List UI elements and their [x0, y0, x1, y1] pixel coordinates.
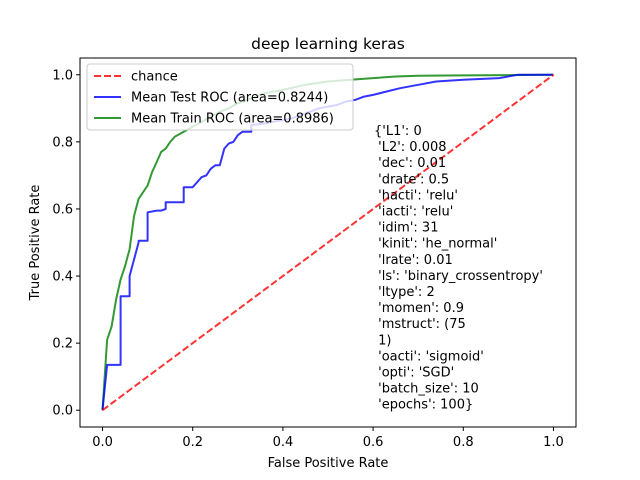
legend-box — [86, 63, 354, 131]
y-tick-label: 0.0 — [52, 404, 73, 419]
annotation-line: 'lrate': 0.01 — [374, 253, 453, 268]
x-tick-label: 1.0 — [543, 435, 564, 450]
x-tick-label: 0.4 — [273, 435, 294, 450]
annotation-line: 'kinit': 'he_normal' — [374, 237, 497, 252]
x-axis-label: False Positive Rate — [268, 456, 389, 471]
y-tick-label: 0.4 — [52, 270, 73, 285]
ticks-layer: 0.0 0.2 0.4 0.6 0.8 1.0 0.0 0.2 0.4 0.6 0.8 1.0 — [52, 68, 563, 450]
annotation-line: 'ltype': 2 — [374, 285, 435, 300]
annotation-line: 'batch_size': 10 — [374, 382, 479, 397]
x-tick-label: 0.0 — [92, 435, 113, 450]
series-line-0 — [101, 73, 555, 412]
x-tick-label: 0.2 — [182, 435, 203, 450]
legend: chance Mean Test ROC (area=0.8244) Mean Tr… — [86, 63, 354, 131]
annotation-line: 'ls': 'binary_crossentropy' — [374, 269, 543, 284]
annotation-line: 'drate': 0.5 — [374, 172, 449, 187]
annotation-line: 'epochs': 100} — [374, 398, 473, 413]
annotation-line: 'idim': 31 — [374, 221, 438, 236]
legend-label: Mean Test ROC (area=0.8244) — [131, 91, 328, 106]
y-axis-label: True Positive Rate — [28, 185, 43, 302]
annotation-line: 'iacti': 'relu' — [374, 205, 453, 220]
x-tick-label: 0.6 — [363, 435, 384, 450]
y-tick-label: 0.8 — [52, 135, 73, 150]
legend-label: Mean Train ROC (area=0.8986) — [131, 112, 334, 127]
annotation-line: 'momen': 0.9 — [374, 301, 464, 316]
annotation-line: 'opti': 'SGD' — [374, 366, 454, 381]
annotation-line: 'L2': 0.008 — [374, 140, 447, 155]
y-tick-label: 1.0 — [52, 68, 73, 83]
x-tick-label: 0.8 — [453, 435, 474, 450]
plot-frame — [79, 57, 577, 428]
annotation-line: 'dec': 0.01 — [374, 156, 446, 171]
y-tick-label: 0.2 — [52, 337, 73, 352]
series-line-1 — [101, 73, 554, 411]
annotation-line: 1) — [374, 333, 391, 348]
chart-title: deep learning keras — [251, 35, 405, 53]
legend-label: chance — [131, 70, 178, 85]
y-tick-label: 0.6 — [52, 202, 73, 217]
annotation-line: 'mstruct': (75 — [374, 317, 466, 332]
hyperparameter-annotation: {'L1': 0 'L2': 0.008 'dec': 0.01 'drate'… — [374, 124, 543, 413]
annotation-line: {'L1': 0 — [374, 124, 422, 139]
annotation-line: 'hacti': 'relu' — [374, 188, 458, 203]
annotation-line: 'oacti': 'sigmoid' — [374, 349, 484, 364]
